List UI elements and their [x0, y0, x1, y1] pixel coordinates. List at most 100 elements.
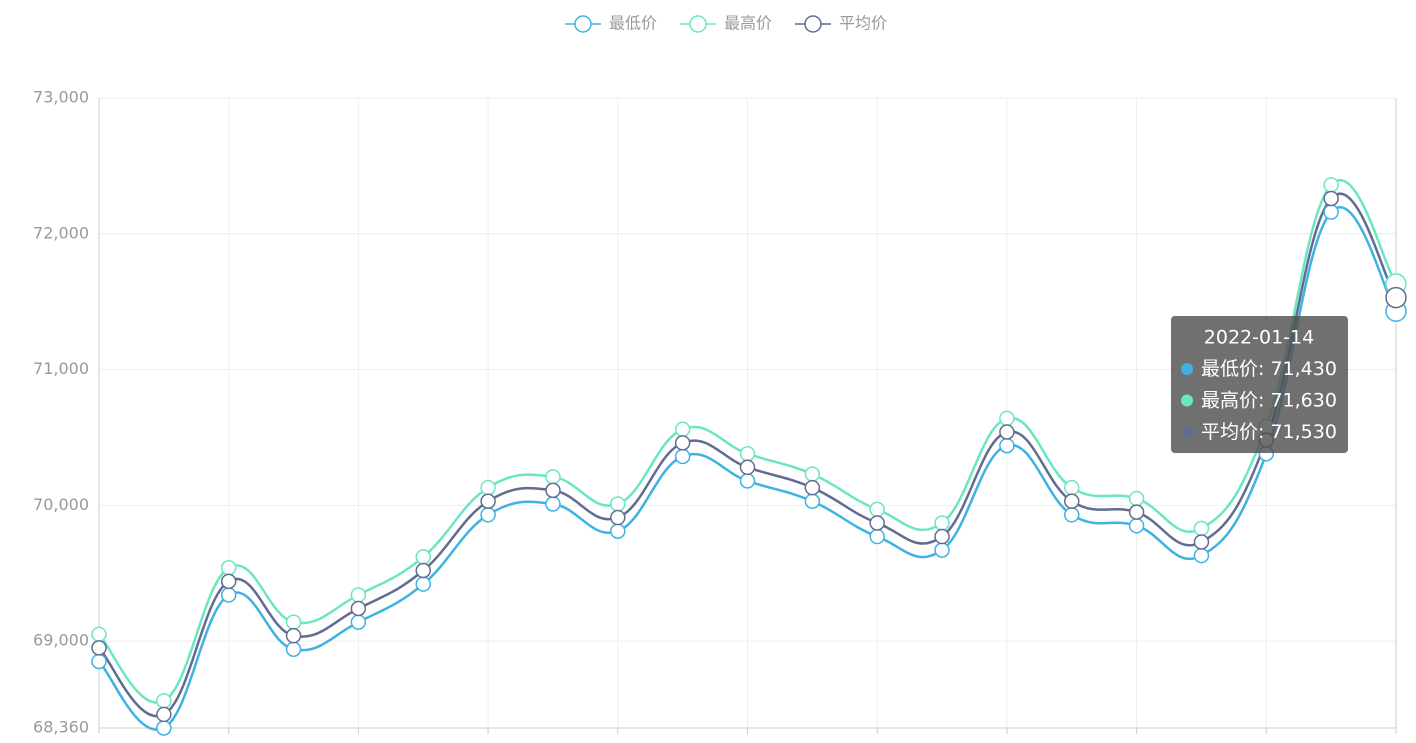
- point[interactable]: [156, 706, 172, 723]
- point[interactable]: [91, 653, 107, 670]
- point[interactable]: [804, 493, 821, 510]
- x-tick-label: 2022-01-05: [960, 740, 1053, 743]
- point[interactable]: [480, 479, 496, 496]
- legend-label[interactable]: 最低价: [609, 14, 657, 33]
- point[interactable]: [674, 435, 691, 451]
- point[interactable]: [999, 410, 1015, 427]
- y-tick-label: 72,000: [33, 223, 89, 242]
- point[interactable]: [91, 640, 107, 656]
- x-tick-label: 2022-01-10: [1090, 740, 1183, 743]
- point[interactable]: [350, 614, 367, 630]
- point[interactable]: [1193, 547, 1210, 564]
- legend-label[interactable]: 最高价: [724, 14, 772, 33]
- point[interactable]: [934, 528, 950, 545]
- point[interactable]: [1064, 507, 1080, 523]
- line-layer: [91, 177, 1407, 736]
- point[interactable]: [674, 421, 691, 438]
- point[interactable]: [1193, 534, 1210, 550]
- legend: 最低价 最高价 平均价: [565, 14, 887, 33]
- point[interactable]: [1064, 479, 1080, 496]
- point[interactable]: [869, 501, 885, 518]
- x-tick-label: 2021-12-29: [701, 740, 794, 743]
- point[interactable]: [610, 509, 626, 526]
- point[interactable]: [1323, 190, 1339, 207]
- point[interactable]: [869, 528, 885, 545]
- tooltip-row: 最高价: 71,630: [1201, 389, 1337, 411]
- point[interactable]: [350, 600, 367, 617]
- point[interactable]: [545, 482, 561, 499]
- x-tick-label: 2022-01-12: [1220, 740, 1313, 743]
- y-tick-label: 69,000: [33, 631, 89, 650]
- tooltip-dot: [1181, 394, 1193, 407]
- tooltip-row: 平均价: 71,530: [1201, 421, 1337, 443]
- point[interactable]: [415, 549, 431, 565]
- point[interactable]: [869, 515, 885, 531]
- x-tick-label: 2021-12-23: [442, 740, 535, 743]
- point[interactable]: [156, 720, 172, 736]
- tooltip-name: 平均价: [1201, 421, 1258, 443]
- point[interactable]: [545, 469, 561, 485]
- point[interactable]: [804, 479, 821, 496]
- x-tick-label: 2021-12-15: [53, 740, 146, 743]
- point[interactable]: [350, 587, 367, 603]
- point[interactable]: [739, 473, 756, 489]
- x-tick-label: 2021-12-17: [182, 740, 275, 743]
- point[interactable]: [739, 445, 756, 462]
- point[interactable]: [999, 424, 1015, 440]
- tooltip-name: 最低价: [1201, 358, 1258, 380]
- point[interactable]: [1323, 204, 1339, 220]
- point[interactable]: [934, 515, 950, 531]
- point[interactable]: [220, 560, 237, 576]
- tooltip-value: 71,630: [1270, 389, 1336, 411]
- point[interactable]: [285, 614, 302, 630]
- point[interactable]: [220, 587, 237, 603]
- x-tick-label: 2021-12-21: [312, 740, 405, 743]
- point[interactable]: [480, 493, 496, 510]
- y-tick-label: 68,360: [33, 718, 89, 737]
- point[interactable]: [220, 573, 237, 590]
- tooltip-box: [1171, 316, 1348, 453]
- point[interactable]: [934, 542, 950, 558]
- point[interactable]: [610, 523, 626, 539]
- y-tick-label: 73,000: [33, 88, 89, 107]
- point[interactable]: [1128, 504, 1145, 520]
- point[interactable]: [1193, 520, 1210, 537]
- point[interactable]: [804, 466, 821, 482]
- tooltip-row: 最低价: 71,430: [1201, 358, 1337, 380]
- legend-label[interactable]: 平均价: [839, 14, 887, 33]
- legend-symbol: [804, 15, 822, 33]
- tooltip-title: 2022-01-14: [1204, 327, 1314, 349]
- point[interactable]: [1064, 493, 1080, 510]
- legend-symbol: [574, 15, 592, 33]
- tooltip-name: 最高价: [1201, 389, 1258, 411]
- point[interactable]: [1323, 177, 1339, 193]
- point[interactable]: [1128, 517, 1145, 534]
- tooltip-value: 71,430: [1270, 358, 1336, 380]
- point[interactable]: [480, 507, 496, 523]
- legend-symbol: [689, 15, 707, 33]
- point[interactable]: [285, 641, 302, 657]
- tooltip-dot: [1181, 426, 1193, 438]
- point[interactable]: [1385, 286, 1407, 309]
- tooltip-value: 71,530: [1270, 421, 1336, 443]
- point[interactable]: [545, 496, 561, 512]
- point[interactable]: [91, 626, 107, 643]
- x-tick-label: 2022-01-14: [1350, 740, 1416, 743]
- point[interactable]: [674, 448, 691, 465]
- grid-layer: 68,360 69,000 70,000 71,000 72,000 73,000 2021…: [33, 88, 1416, 743]
- x-tick-label: 2021-12-31: [831, 740, 924, 743]
- tooltip-sep: :: [1258, 389, 1270, 411]
- point[interactable]: [415, 562, 431, 579]
- point[interactable]: [415, 576, 431, 592]
- point[interactable]: [285, 627, 302, 644]
- point[interactable]: [610, 496, 626, 512]
- tooltip-sep: :: [1258, 421, 1270, 443]
- tooltip: 2022-01-14 最低价: 71,430 最高价: 71,630 平均价: 71,…: [1171, 316, 1348, 453]
- point[interactable]: [1128, 490, 1145, 507]
- point[interactable]: [156, 693, 172, 709]
- point[interactable]: [739, 459, 756, 476]
- point[interactable]: [999, 437, 1015, 454]
- tooltip-sep: :: [1258, 358, 1270, 380]
